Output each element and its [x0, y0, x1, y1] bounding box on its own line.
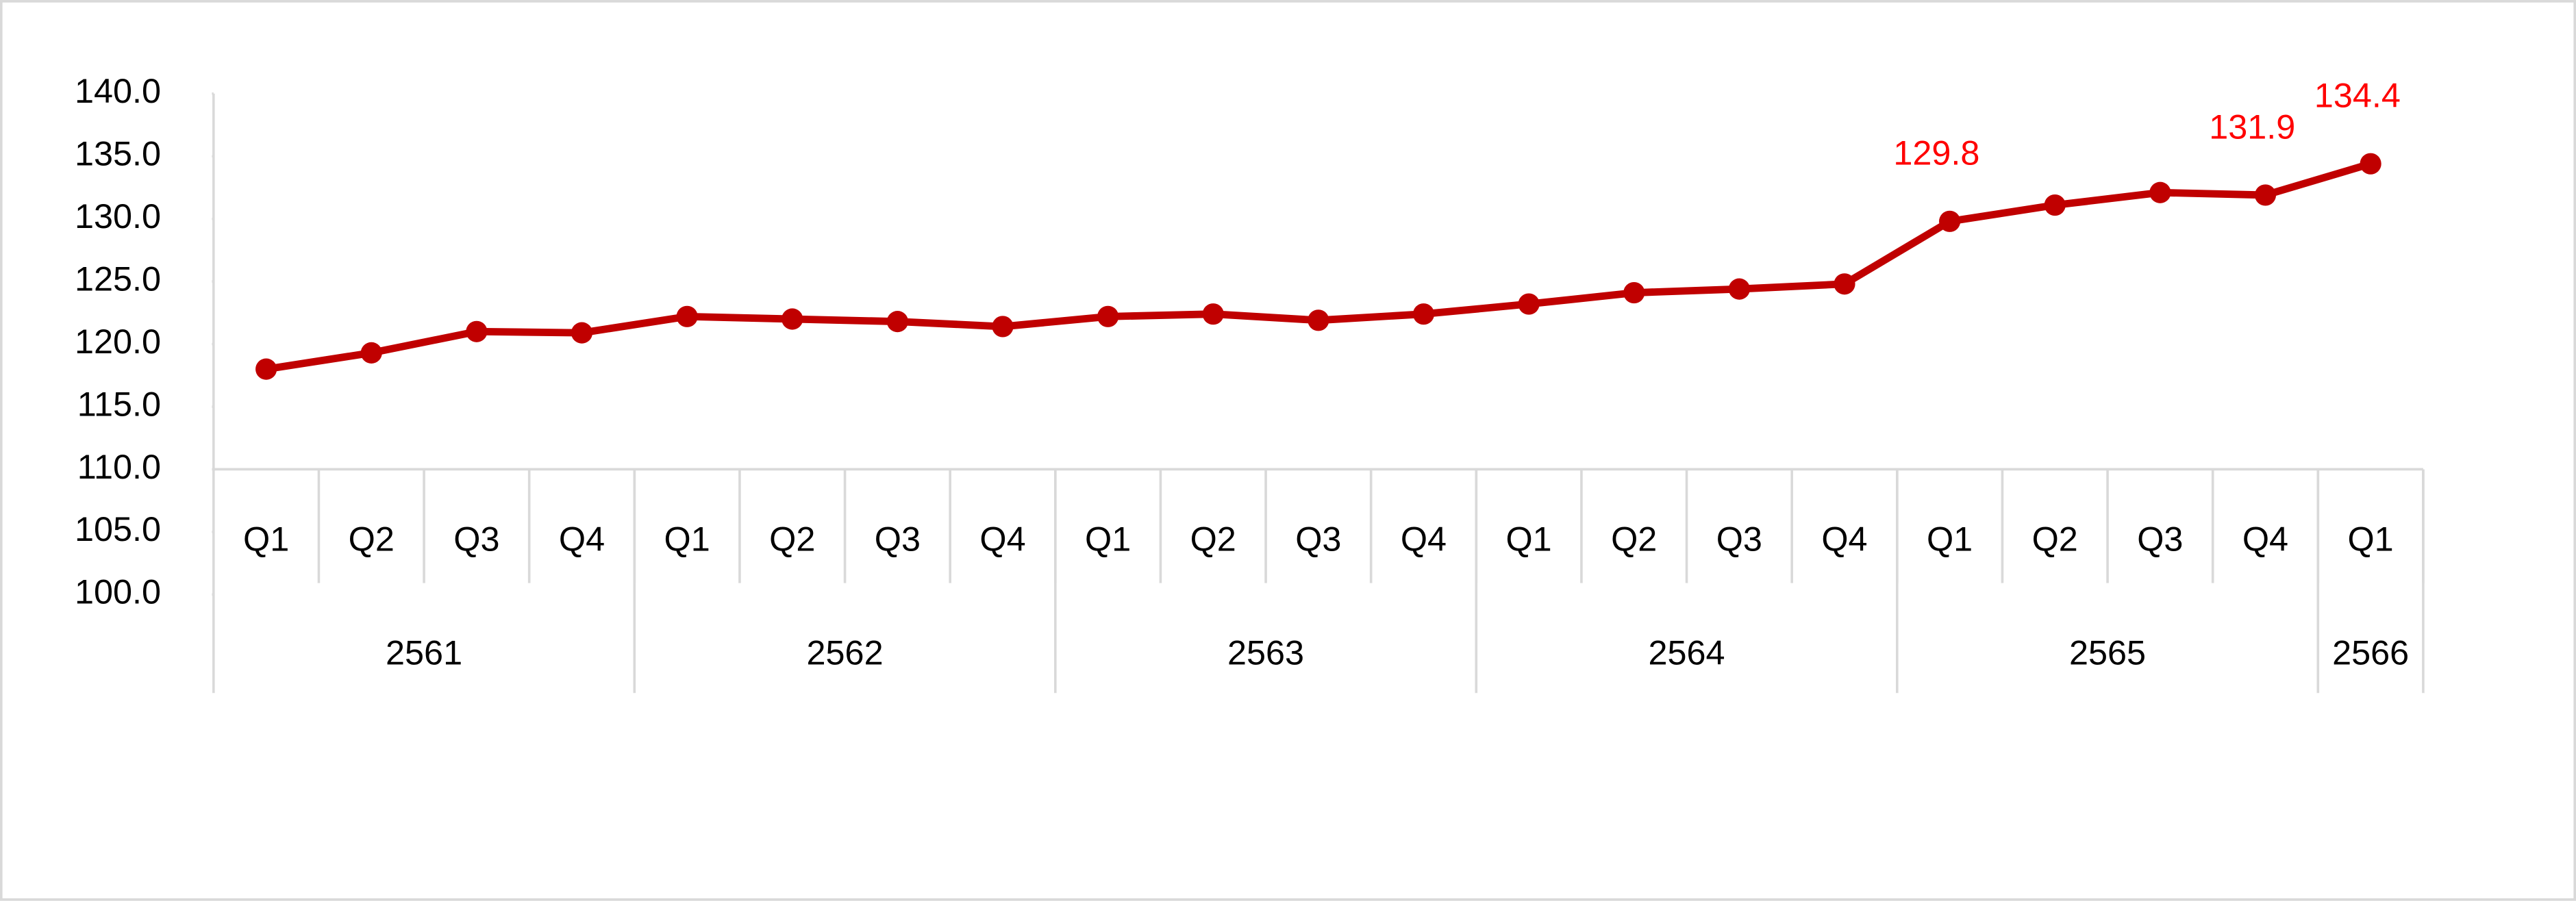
- x-tick-label: Q2: [1190, 519, 1236, 558]
- marker: [2254, 184, 2277, 206]
- y-tick-label: 125.0: [75, 259, 161, 298]
- marker: [2044, 194, 2066, 216]
- x-tick-label: Q4: [559, 519, 605, 558]
- x-tick-label: Q2: [349, 519, 395, 558]
- marker: [781, 308, 803, 330]
- x-tick-label: Q1: [1506, 519, 1552, 558]
- y-tick-label: 100.0: [75, 572, 161, 611]
- x-tick-label: Q3: [453, 519, 499, 558]
- marker: [1623, 281, 1645, 304]
- y-tick-label: 135.0: [75, 134, 161, 173]
- marker: [1308, 309, 1329, 331]
- x-tick-label: Q3: [1295, 519, 1341, 558]
- group-label: 2564: [1649, 633, 1725, 672]
- y-tick-label: 110.0: [77, 447, 161, 486]
- data-label: 134.4: [2314, 76, 2401, 115]
- x-tick-label: Q4: [979, 519, 1025, 558]
- x-tick-label: Q3: [1716, 519, 1762, 558]
- x-tick-label: Q4: [2242, 519, 2288, 558]
- marker: [1518, 293, 1540, 315]
- marker: [1412, 303, 1435, 325]
- x-tick-label: Q1: [664, 519, 710, 558]
- x-tick-label: Q3: [875, 519, 921, 558]
- y-tick-label: 115.0: [77, 384, 161, 423]
- marker: [571, 322, 593, 344]
- y-tick-label: 140.0: [75, 71, 161, 110]
- group-label: 2563: [1227, 633, 1304, 672]
- data-label: 129.8: [1893, 134, 1979, 173]
- marker: [1834, 273, 1855, 295]
- x-tick-label: Q3: [2137, 519, 2183, 558]
- x-tick-label: Q4: [1821, 519, 1867, 558]
- group-label: 2566: [2332, 633, 2409, 672]
- x-tick-label: Q1: [1927, 519, 1973, 558]
- marker: [992, 316, 1014, 338]
- marker: [1202, 303, 1224, 325]
- marker: [360, 342, 382, 364]
- marker: [886, 311, 908, 333]
- y-tick-label: 105.0: [75, 509, 161, 548]
- marker: [2360, 153, 2381, 175]
- x-tick-label: Q2: [1611, 519, 1657, 558]
- group-label: 2561: [386, 633, 462, 672]
- marker: [2149, 181, 2171, 203]
- marker: [255, 358, 277, 380]
- marker: [466, 320, 488, 342]
- marker: [676, 305, 698, 327]
- group-label: 2562: [807, 633, 884, 672]
- y-tick-label: 120.0: [75, 322, 161, 361]
- x-tick-label: Q1: [2348, 519, 2394, 558]
- x-tick-label: Q2: [769, 519, 815, 558]
- y-tick-label: 130.0: [75, 196, 161, 236]
- x-tick-label: Q2: [2032, 519, 2078, 558]
- group-label: 2565: [2069, 633, 2146, 672]
- x-tick-label: Q4: [1401, 519, 1447, 558]
- data-label: 131.9: [2209, 107, 2295, 146]
- marker: [1939, 210, 1961, 232]
- x-tick-label: Q1: [243, 519, 289, 558]
- marker: [1728, 278, 1750, 300]
- marker: [1097, 305, 1119, 327]
- x-tick-label: Q1: [1085, 519, 1131, 558]
